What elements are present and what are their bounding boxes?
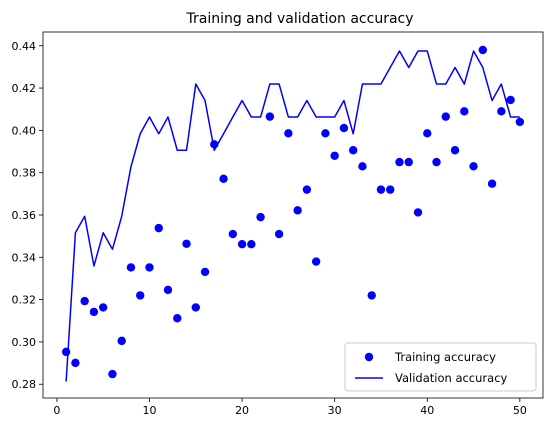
training-accuracy-point [497, 107, 506, 116]
training-accuracy-point [228, 229, 238, 239]
training-accuracy-point [200, 267, 210, 277]
y-tick-label: 0.32 [12, 294, 37, 307]
y-tick-label: 0.28 [12, 378, 37, 391]
training-accuracy-point [145, 263, 154, 272]
training-accuracy-point [348, 146, 358, 155]
training-accuracy-point [117, 336, 126, 346]
training-accuracy-point [210, 140, 219, 149]
y-axis: 0.28 0.30 0.32 0.34 0.36 0.38 0.40 0.42 0.44 [12, 40, 43, 391]
legend-marker-training [364, 352, 374, 362]
training-accuracy-point [89, 307, 99, 317]
x-tick-label: 30 [328, 404, 342, 417]
plot-frame [42, 31, 544, 399]
y-tick-label: 0.36 [12, 209, 37, 222]
training-accuracy-point [302, 185, 312, 194]
training-accuracy-point [71, 358, 80, 368]
training-accuracy-point [98, 303, 108, 312]
training-accuracy-point [460, 107, 469, 116]
training-accuracy-point [487, 179, 497, 188]
y-tick-label: 0.44 [12, 40, 37, 53]
series-layer [61, 45, 525, 382]
training-accuracy-point [284, 129, 293, 138]
legend: Training accuracy Validation accuracy [344, 342, 537, 392]
training-accuracy-point [404, 157, 413, 167]
validation-accuracy-line [65, 50, 520, 382]
x-tick-label: 10 [142, 404, 156, 417]
training-accuracy-point [80, 296, 89, 306]
x-axis: 0 10 20 30 40 50 [53, 398, 527, 417]
training-accuracy-point [450, 146, 460, 155]
training-accuracy-point [358, 162, 367, 171]
x-tick-label: 40 [420, 404, 434, 417]
training-accuracy-point [126, 263, 136, 272]
training-accuracy-point [247, 239, 256, 249]
training-accuracy-point [506, 95, 515, 105]
y-tick-label: 0.30 [12, 336, 37, 349]
x-tick-label: 20 [235, 404, 249, 417]
training-accuracy-point [237, 239, 247, 249]
legend-label: Validation accuracy [395, 371, 508, 385]
plot-area [42, 31, 544, 399]
training-accuracy-point [376, 185, 386, 194]
training-accuracy-point [441, 112, 450, 121]
legend-label: Training accuracy [394, 350, 496, 364]
chart-title: Training and validation accuracy [185, 11, 413, 27]
training-accuracy-point [154, 223, 163, 233]
training-accuracy-point [163, 285, 173, 295]
training-accuracy-point [321, 129, 330, 138]
training-accuracy-point [478, 45, 488, 55]
training-accuracy-point [395, 157, 404, 167]
training-accuracy-point [182, 239, 191, 248]
training-accuracy-point [432, 157, 441, 167]
training-accuracy-point [219, 174, 228, 184]
training-accuracy-point [423, 129, 432, 138]
y-tick-label: 0.34 [12, 251, 37, 264]
training-accuracy-point [330, 151, 339, 160]
training-accuracy-point [256, 212, 265, 222]
training-accuracy-point [339, 123, 349, 133]
training-accuracy-point [173, 314, 182, 323]
x-tick-label: 0 [53, 404, 60, 417]
y-tick-label: 0.42 [12, 82, 37, 95]
training-accuracy-point [108, 369, 117, 379]
training-accuracy-point [311, 257, 321, 266]
training-accuracy-point [469, 162, 478, 171]
training-accuracy-point [265, 112, 275, 121]
training-accuracy-point [386, 185, 395, 194]
training-accuracy-point [136, 291, 145, 300]
y-tick-label: 0.38 [12, 167, 37, 180]
training-accuracy-point [191, 303, 200, 312]
training-accuracy-point [274, 229, 284, 239]
training-accuracy-point [293, 206, 302, 215]
training-accuracy-point [413, 208, 423, 217]
training-accuracy-point [515, 117, 525, 127]
training-accuracy-point [61, 347, 71, 357]
x-tick-label: 50 [513, 404, 527, 417]
y-tick-label: 0.40 [12, 124, 37, 137]
legend-box [344, 342, 537, 392]
training-accuracy-point [367, 291, 376, 300]
